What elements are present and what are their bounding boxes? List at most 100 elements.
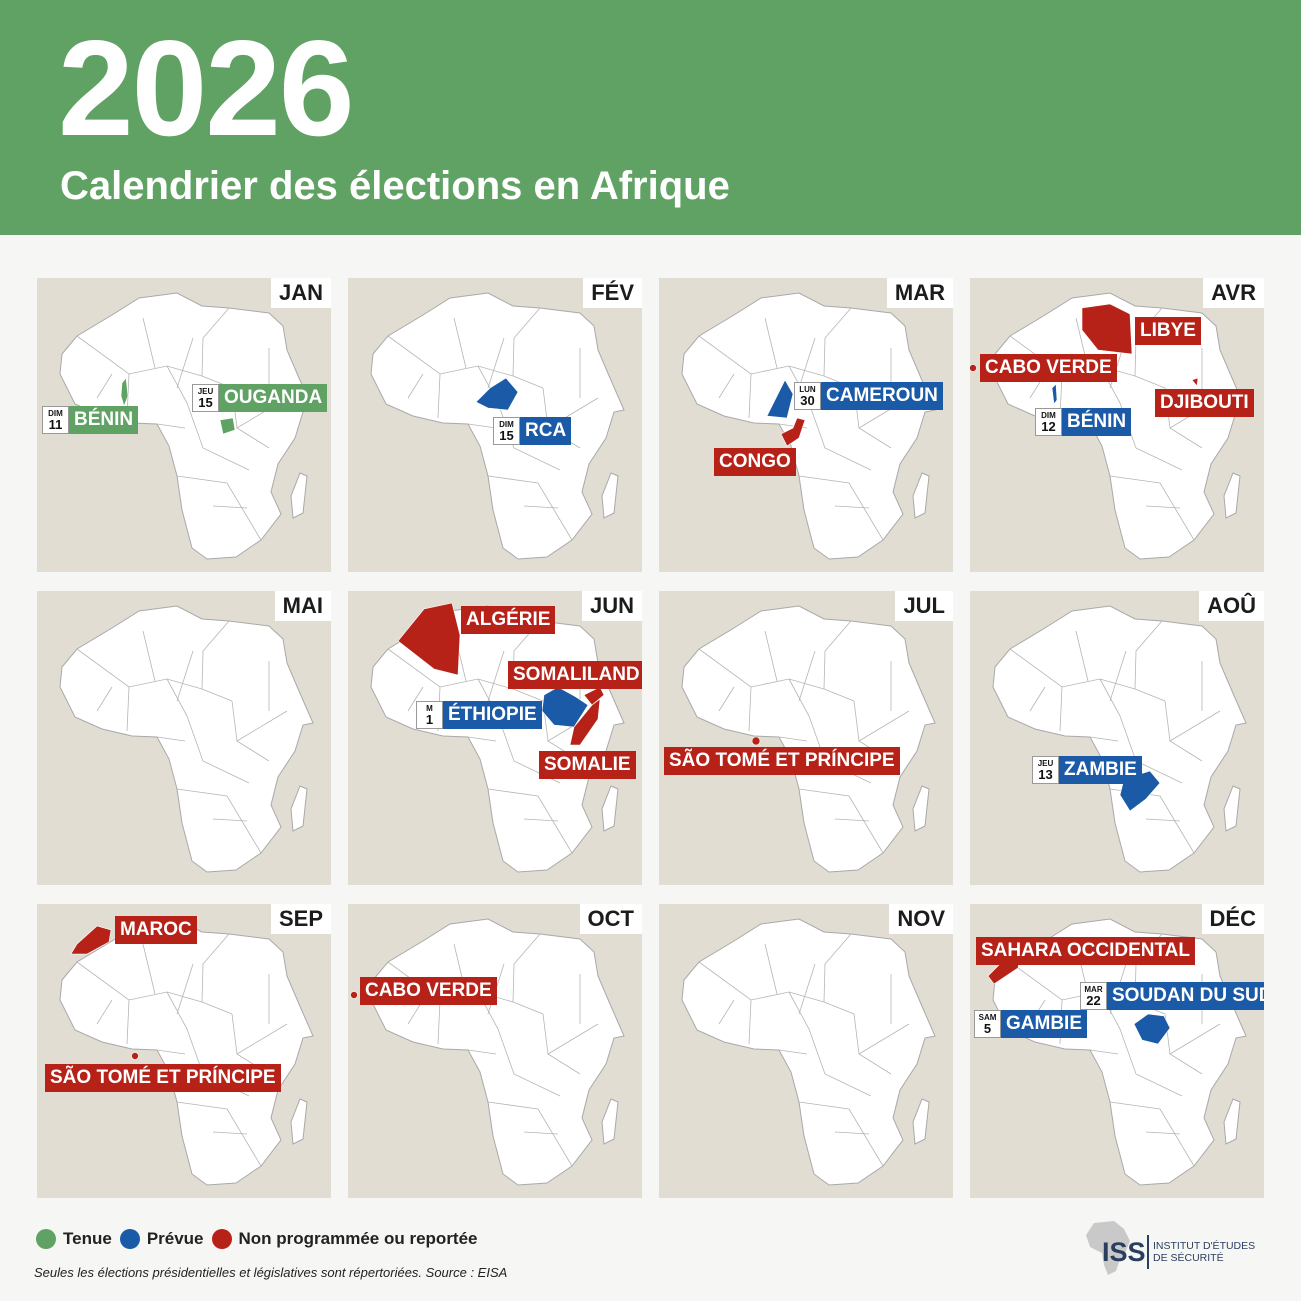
election-weekday: MAR [1084,985,1103,994]
election-tag-ethiopie: M 1 ÉTHIOPIE [416,701,542,729]
election-date: JEU 13 [1032,756,1059,784]
country-border [1075,630,1089,682]
month-panel-fev: FÉV DIM 15 RCA [348,278,642,572]
highlighted-country [219,417,236,435]
madagascar [912,472,930,519]
month-label: MAR [886,278,953,308]
country-border [212,818,248,822]
election-country-name: LIBYE [1135,317,1201,345]
highlighted-country [766,379,794,419]
country-border [212,1131,248,1135]
month-label: SEP [270,904,331,934]
country-border [748,686,752,732]
country-border [176,963,194,1015]
africa-map [992,605,1247,873]
election-country-name: SÃO TOMÉ ET PRÍNCIPE [45,1064,281,1092]
madagascar [912,1098,930,1145]
country-border [1109,650,1127,702]
highlighted-country [751,736,761,746]
country-border [156,1049,186,1055]
highlighted-country [1051,383,1058,405]
election-tag-cabo-verde: CABO VERDE [980,354,1117,382]
election-country-name: CAMEROUN [821,382,943,410]
country-border [1099,678,1121,717]
madagascar [601,1098,619,1145]
country-border [1145,505,1181,509]
country-border [823,620,852,690]
month-label: NOV [889,904,953,934]
madagascar [601,785,619,832]
country-border [201,933,230,1003]
country-border [788,678,810,717]
madagascar [1223,785,1241,832]
month-panel-dec: DÉC SAHARA OCCIDENTAL MAR 22 SOUDAN DU SUD SA… [970,904,1264,1198]
country-border [467,1049,497,1055]
africa-continent [59,605,314,873]
country-border [487,1101,573,1167]
month-panel-nov: NOV [659,904,953,1198]
month-label: FÉV [583,278,642,308]
country-border [487,475,573,541]
election-country-name: SOUDAN DU SUD [1107,982,1264,1010]
highlighted-country [70,925,112,955]
legend-item-non-programmee: Non programmée ou reportée [211,1229,478,1249]
month-panel-avr: AVR LIBYE CABO VERDE DIM 12 BÉNIN DJIBOUTI [970,278,1264,572]
election-tag-gambie: SAM 5 GAMBIE [974,1010,1087,1038]
highlighted-country [1081,303,1133,355]
country-border [156,423,186,429]
month-label: JUN [581,591,642,621]
election-date: MAR 22 [1080,982,1107,1010]
month-panel-jul: JUL SÃO TOMÉ ET PRÍNCIPE [659,591,953,885]
highlighted-country [780,417,806,447]
election-tag-maroc: MAROC [115,916,197,944]
month-label: JAN [270,278,331,308]
election-country-name: SAHARA OCCIDENTAL [976,937,1195,965]
election-date: DIM 12 [1035,408,1062,436]
country-border [1109,475,1195,541]
country-border [1029,686,1046,712]
country-border [798,475,884,541]
logo-institute-name: Institut d'Études de Sécurité [1153,1240,1256,1264]
election-tag-cameroun: LUN 30 CAMEROUN [794,382,943,410]
country-border [798,963,816,1015]
month-panel-jan: JAN DIM 11 BÉNIN JEU 15 OUGANDA [37,278,331,572]
election-tag-rca: DIM 15 RCA [493,417,572,445]
election-country-name: BÉNIN [1062,408,1132,436]
country-border [778,736,808,742]
country-border [176,337,194,389]
election-day: 13 [1038,767,1053,782]
country-border [1089,736,1119,742]
country-border [186,402,250,471]
country-border [1119,1028,1183,1097]
highlighted-country [569,698,601,746]
election-date: LUN 30 [794,382,821,410]
legend-dot-blue [119,1229,140,1249]
election-tag-algerie: ALGÉRIE [461,606,556,634]
month-panel-mai: MAI [37,591,331,885]
country-border [156,736,186,742]
country-border [166,991,188,1030]
legend-item-tenue: Tenue [36,1229,112,1249]
country-border [547,1023,599,1055]
election-tag-zambie: JEU 13 ZAMBIE [1032,756,1142,784]
election-country-name: MAROC [115,916,197,944]
country-border [236,710,288,742]
country-border [467,423,497,429]
election-weekday: DIM [499,420,514,429]
election-country-name: CABO VERDE [980,354,1117,382]
africa-continent [992,605,1247,873]
election-country-name: CONGO [714,448,796,476]
country-border [201,307,230,377]
africa-map [370,602,625,873]
election-country-name: BÉNIN [69,406,139,434]
country-border [186,715,250,784]
election-tag-ouganda: JEU 15 OUGANDA [192,384,328,412]
iss-logo: ISS Institut d'Études de Sécurité [1080,1215,1270,1285]
madagascar [290,472,308,519]
country-border [96,686,113,712]
highlighted-country [583,686,605,706]
logo-acronym: ISS [1102,1237,1146,1267]
month-panel-jun: JUN ALGÉRIE SOMALILAND M 1 ÉTHIOPIE SOMALIE [348,591,642,885]
election-day: 1 [425,712,434,727]
